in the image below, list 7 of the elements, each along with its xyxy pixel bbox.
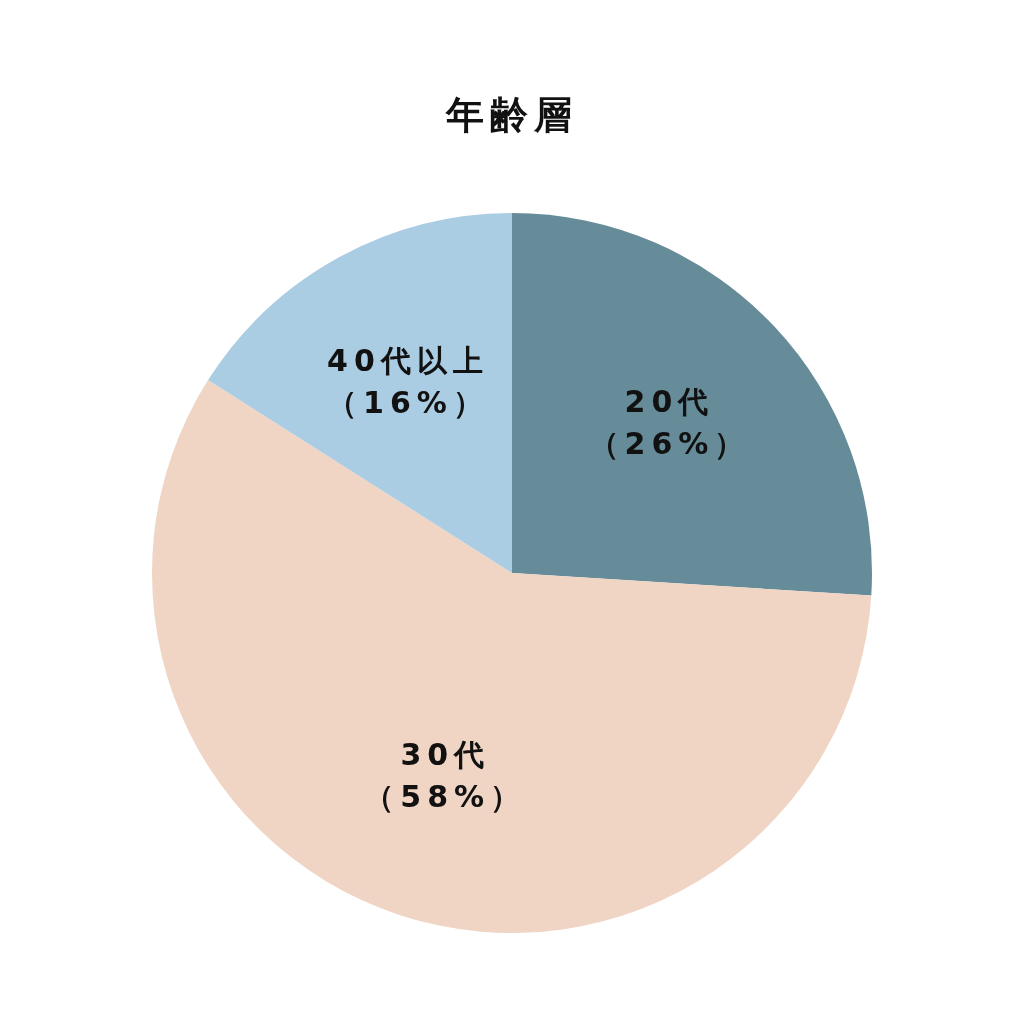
chart-title: 年齢層	[445, 92, 578, 137]
slice-label: 30代	[400, 737, 491, 773]
slice-label: 20代	[624, 383, 715, 419]
data-label: （26%）	[588, 425, 751, 461]
data-label: （58%）	[364, 779, 527, 815]
data-label: （16%）	[327, 384, 489, 420]
slice-label: 40代以上	[327, 342, 489, 378]
